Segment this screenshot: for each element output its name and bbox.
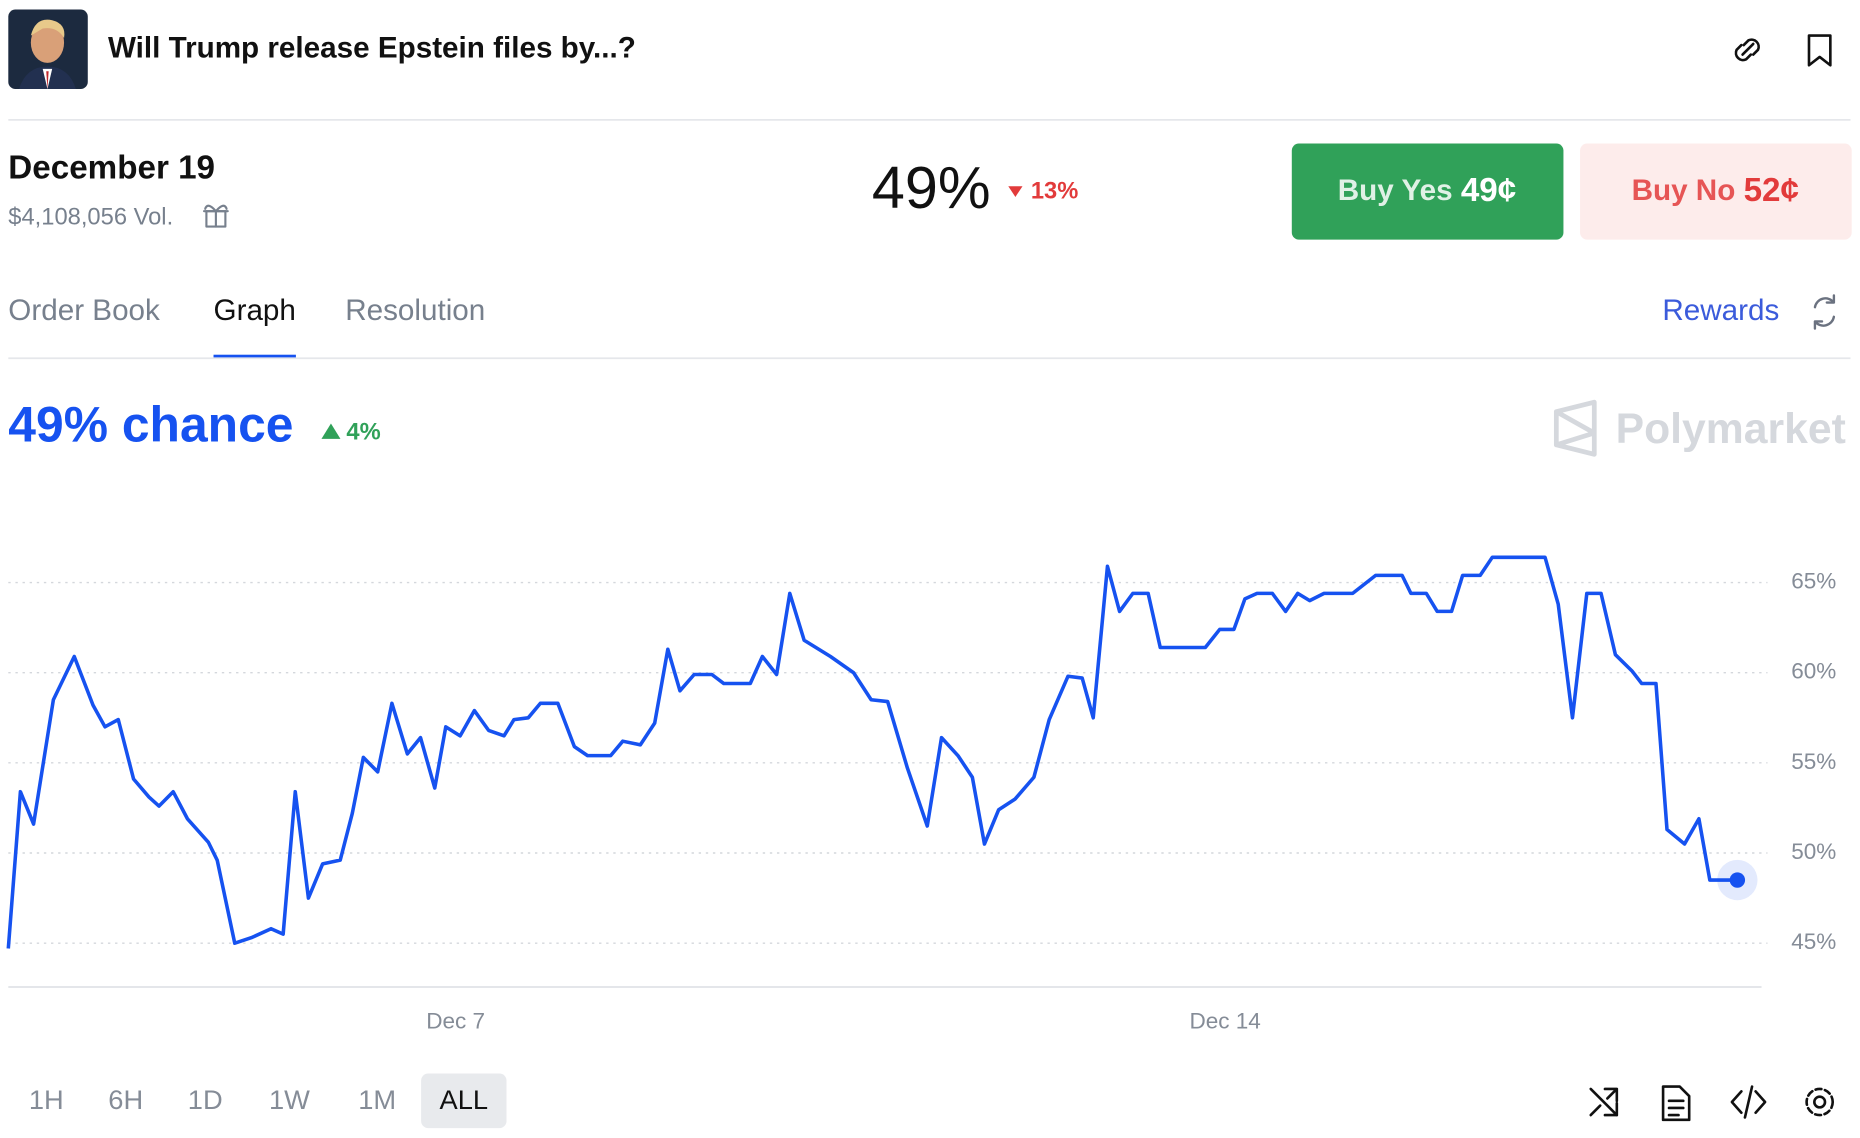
document-icon[interactable] (1661, 1085, 1691, 1122)
buy-no-price: 52¢ (1744, 172, 1799, 209)
market-change: 13% (1031, 178, 1078, 204)
refresh-icon[interactable] (1813, 294, 1836, 330)
range-button[interactable]: 1W (269, 1084, 310, 1115)
buy-yes-text: Buy Yes 49¢ (1338, 172, 1516, 209)
brand-logo (1553, 399, 1597, 457)
y-tick-label: 50% (1791, 839, 1836, 864)
tab[interactable]: Order Book (8, 294, 160, 327)
bookmark-icon[interactable] (1807, 34, 1832, 67)
buy-no-text: Buy No 52¢ (1632, 172, 1799, 209)
link-icon[interactable] (1734, 38, 1760, 62)
avatar (8, 9, 88, 89)
tab[interactable]: Resolution (345, 294, 485, 327)
x-tick-label: Dec 14 (1189, 1009, 1260, 1034)
settings-icon[interactable] (1805, 1087, 1835, 1117)
up-arrow (321, 423, 341, 439)
plot: 45% 50% 55% 60% 65% Dec 7 Dec 14 (6, 555, 1836, 1034)
range-button[interactable]: 1H (29, 1084, 64, 1115)
range-button[interactable]: ALL (440, 1084, 489, 1115)
page-title: Will Trump release Epstein files by...? (108, 32, 636, 65)
x-tick-label: Dec 7 (426, 1009, 485, 1034)
y-tick-label: 55% (1791, 749, 1836, 774)
tab-underline (213, 354, 296, 359)
chart-change: 4% (346, 419, 380, 445)
y-tick-label: 60% (1791, 659, 1836, 684)
range-button[interactable]: 1D (188, 1084, 223, 1115)
y-tick-label: 65% (1791, 569, 1836, 594)
range-buttons: 1H 6H 1D 1W 1M ALL (29, 1084, 488, 1115)
active-range-bg (421, 1073, 507, 1129)
buy-yes-button[interactable] (1291, 143, 1564, 240)
chart-title: 49% chance (8, 396, 293, 452)
last-point (1729, 872, 1746, 888)
shuffle-icon[interactable] (1589, 1087, 1619, 1117)
y-tick-label: 45% (1791, 929, 1836, 954)
brand-name: Polymarket (1616, 405, 1846, 453)
market-price: 49% (872, 154, 991, 221)
tab[interactable]: Graph (214, 294, 296, 327)
market-volume: $4,108,056 Vol. (8, 205, 173, 231)
buy-yes-price: 49¢ (1461, 172, 1516, 209)
buy-no-label: Buy No (1632, 174, 1736, 207)
embed-icon[interactable] (1730, 1085, 1767, 1119)
tabs: Order Book Graph Resolution (8, 294, 485, 359)
down-arrow (1008, 186, 1023, 197)
range-button[interactable]: 1M (358, 1084, 396, 1115)
price-line (6, 555, 1738, 949)
buy-no-button[interactable] (1580, 143, 1852, 240)
gift-icon (202, 204, 229, 228)
buy-yes-label: Buy Yes (1338, 174, 1453, 207)
range-button[interactable]: 6H (108, 1084, 143, 1115)
rewards-link[interactable]: Rewards (1662, 294, 1779, 327)
market-date: December 19 (8, 149, 215, 186)
